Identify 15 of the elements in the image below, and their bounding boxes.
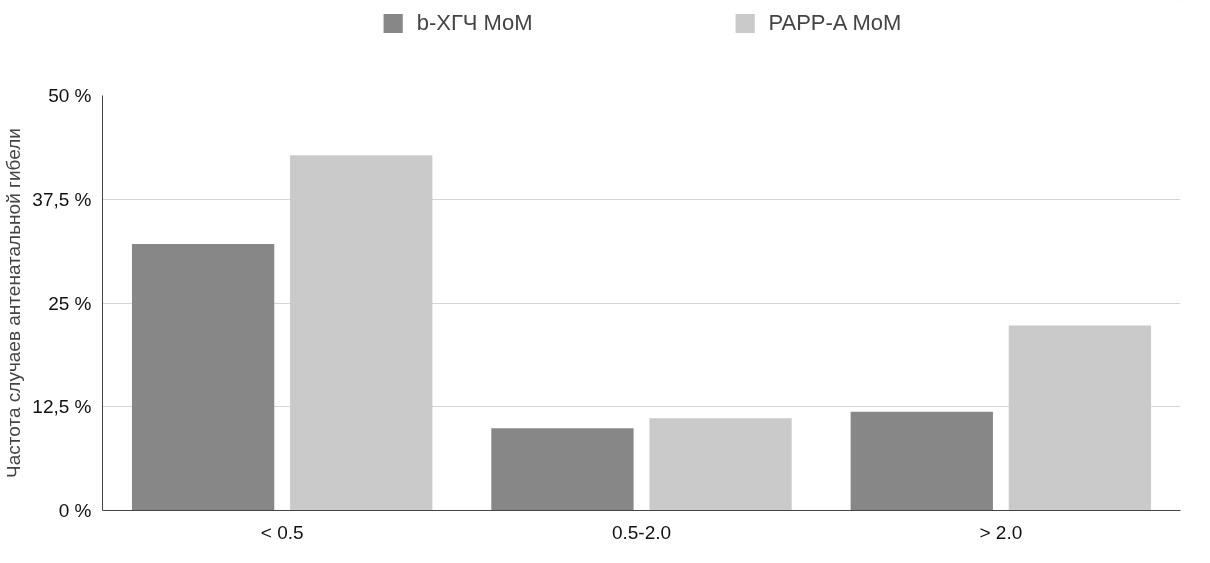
x-tick-label: 0.5-2.0 <box>611 521 672 543</box>
y-tick-label: 50 % <box>48 85 92 106</box>
bar <box>491 428 634 511</box>
y-tick-label: 37,5 % <box>32 188 92 210</box>
legend-label: PAPP-A MoM <box>768 10 902 36</box>
bar <box>850 411 993 511</box>
x-tick-label: < 0.5 <box>260 521 304 543</box>
y-tick-label: 12,5 % <box>32 396 92 418</box>
bar <box>131 244 275 511</box>
legend-label: b-ХГЧ MoM <box>416 10 533 36</box>
y-axis-title: Частота случаев антенатальной гибели <box>3 128 25 478</box>
y-tick-label: 25 % <box>48 292 92 314</box>
bar <box>649 418 792 511</box>
x-tick-label: > 2.0 <box>979 521 1023 543</box>
y-tick-label: 0 % <box>58 500 92 521</box>
